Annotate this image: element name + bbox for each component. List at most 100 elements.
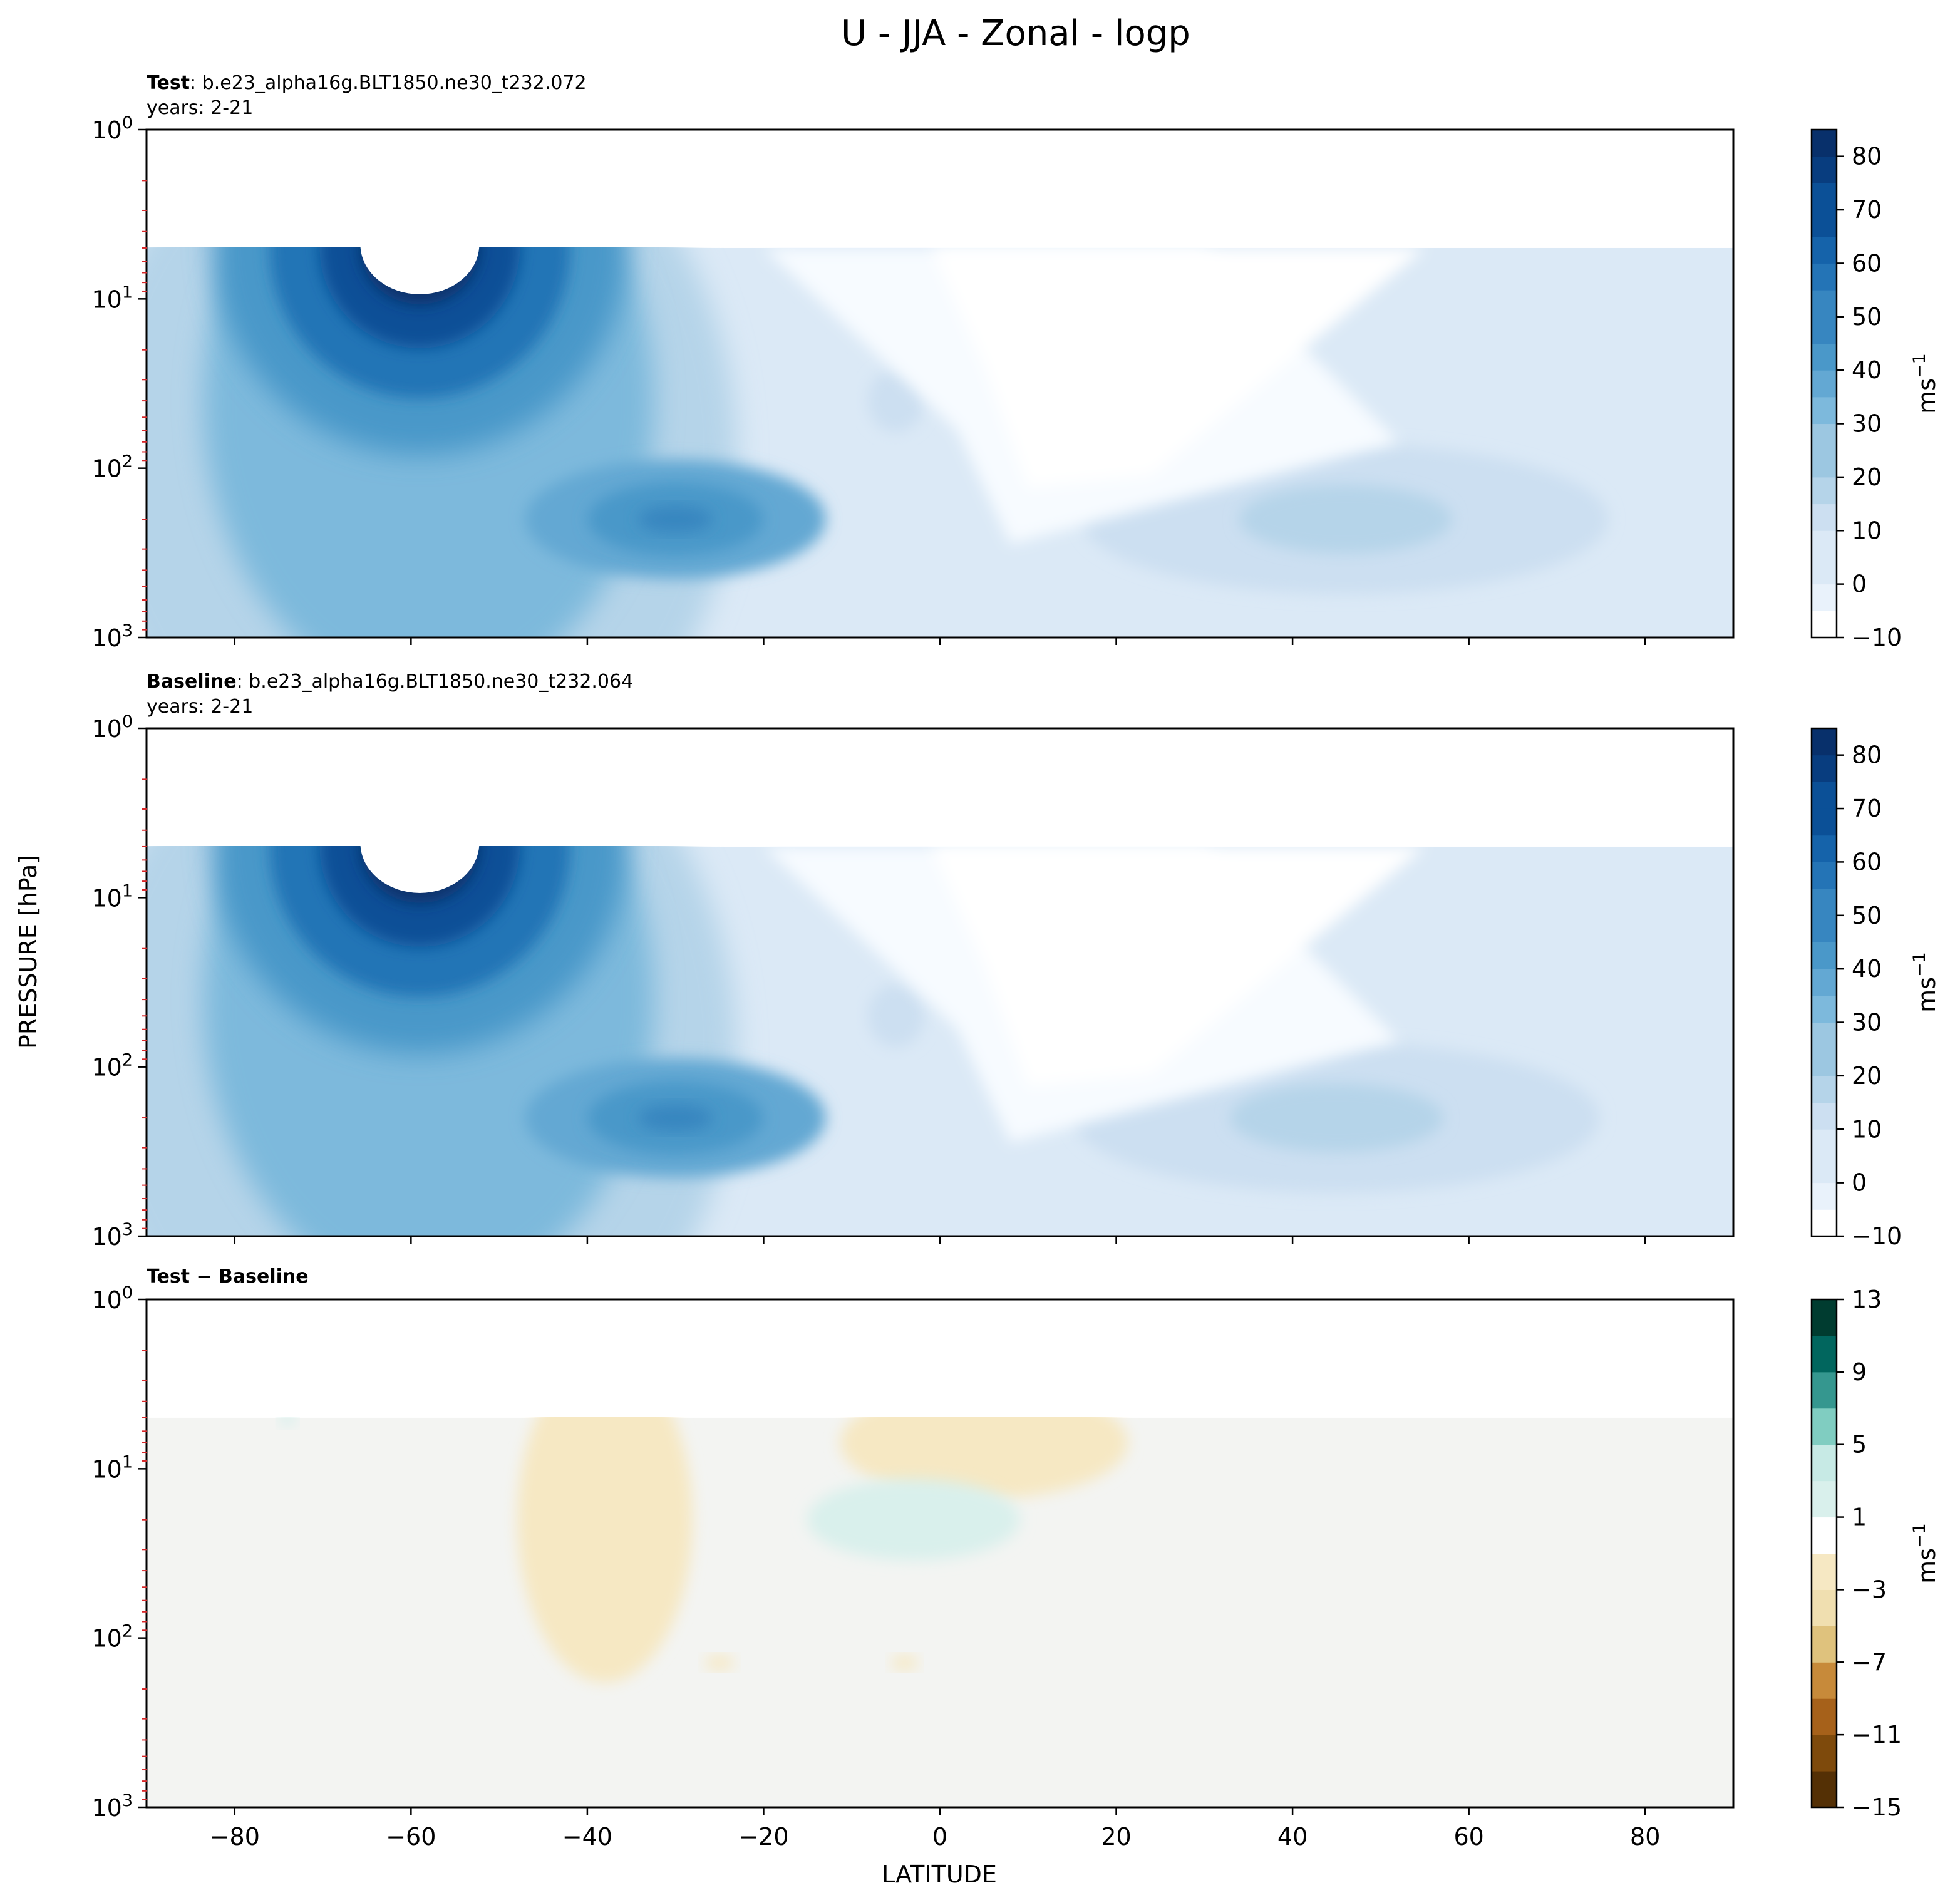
- colorbar-bin: [1812, 503, 1837, 531]
- northern-jet-core: [1230, 1083, 1443, 1153]
- positive-difference: [807, 1479, 1020, 1561]
- colorbar-bin: [1812, 1408, 1837, 1445]
- colorbar-bin: [1812, 1209, 1837, 1237]
- panel-header-text: : b.e23_alpha16g.BLT1850.ne30_t232.064: [237, 671, 634, 693]
- colorbar-frame: [1810, 128, 1838, 639]
- x-tick-label: −60: [386, 1823, 436, 1851]
- panel-header: Test: b.e23_alpha16g.BLT1850.ne30_t232.0…: [147, 72, 587, 94]
- colorbar-frame: [1810, 1298, 1838, 1809]
- colorbar-bin: [1812, 423, 1837, 451]
- colorbar-bin: [1812, 1022, 1837, 1050]
- colorbar-bin: [1812, 782, 1837, 809]
- panel-baseline: Baseline: b.e23_alpha16g.BLT1850.ne30_t2…: [91, 671, 1941, 1251]
- colorbar-bin: [1812, 1735, 1837, 1772]
- subtropical-jet-max: [637, 505, 713, 534]
- colorbar-tick-label: 80: [1852, 741, 1882, 769]
- colorbar-bin: [1812, 183, 1837, 210]
- secondary-maximum: [867, 984, 924, 1048]
- negative-difference: [890, 1655, 919, 1671]
- y-axis-ticks: 100 101 102 103: [91, 113, 147, 652]
- colorbar-tick-label: 5: [1852, 1431, 1867, 1459]
- panel-header-bold: Baseline: [147, 671, 237, 693]
- panel-years: years: 2-21: [147, 97, 253, 119]
- colorbar-bin: [1812, 584, 1837, 611]
- colorbar-bin: [1812, 396, 1837, 425]
- colorbar-tick-label: 10: [1852, 517, 1882, 544]
- colorbar-bin: [1812, 530, 1837, 558]
- colorbar-bin: [1812, 889, 1837, 916]
- panel-header: Test − Baseline: [147, 1266, 309, 1288]
- x-tick-label: 60: [1453, 1823, 1483, 1851]
- x-tick-label: 20: [1101, 1823, 1131, 1851]
- northern-jet-core: [1239, 485, 1452, 554]
- y-tick-label: 101: [91, 881, 133, 912]
- colorbar-unit: ms−1: [1910, 353, 1941, 414]
- colorbar-tick-label: 30: [1852, 410, 1882, 438]
- colorbar-tick-label: 60: [1852, 249, 1882, 277]
- y-tick-label: 101: [91, 1452, 133, 1483]
- colorbar-bin: [1812, 1155, 1837, 1184]
- colorbar-bin: [1812, 1299, 1837, 1336]
- colorbar-bin: [1812, 728, 1837, 756]
- jet-notch: [360, 846, 480, 893]
- colorbar-tick-label: 70: [1852, 196, 1882, 224]
- colorbar-bin: [1812, 969, 1837, 996]
- colorbar-bin: [1812, 915, 1837, 942]
- figure-title: U - JJA - Zonal - logp: [841, 13, 1190, 54]
- colorbar-bin: [1812, 1335, 1837, 1373]
- colorbar-tick-label: −3: [1852, 1576, 1887, 1603]
- colorbar-bin: [1812, 1444, 1837, 1482]
- colorbar-tick-label: −11: [1852, 1721, 1902, 1748]
- x-axis-label: LATITUDE: [882, 1861, 997, 1888]
- x-tick-label: 80: [1630, 1823, 1660, 1851]
- colorbar-tick-label: 50: [1852, 902, 1882, 929]
- contour-fill: [147, 1417, 1733, 1807]
- panel-header-bold: Test − Baseline: [147, 1266, 309, 1288]
- colorbar-unit: ms−1: [1910, 1523, 1941, 1584]
- colorbar-tick-label: 30: [1852, 1009, 1882, 1036]
- colorbar-bin: [1812, 1075, 1837, 1103]
- colorbar-tick-label: 20: [1852, 463, 1882, 491]
- panel-test: Test: b.e23_alpha16g.BLT1850.ne30_t232.0…: [91, 72, 1941, 652]
- colorbar-bin: [1812, 1771, 1837, 1808]
- colorbar-tick-label: −15: [1852, 1794, 1902, 1821]
- colorbar-bin: [1812, 1517, 1837, 1554]
- colorbar-bin: [1812, 942, 1837, 969]
- y-tick-label: 100: [91, 712, 133, 743]
- colorbar-bin: [1812, 477, 1837, 505]
- jet-notch: [360, 247, 480, 294]
- y-tick-label: 103: [91, 1791, 133, 1822]
- colorbar-bin: [1812, 370, 1837, 398]
- colorbar-bin: [1812, 1102, 1837, 1130]
- y-tick-label: 100: [91, 1283, 133, 1314]
- colorbar-bin: [1812, 1182, 1837, 1210]
- colorbar-tick-label: 80: [1852, 143, 1882, 170]
- panel-header-bold: Test: [147, 72, 190, 94]
- y-tick-label: 102: [91, 1622, 133, 1653]
- easterlies: [931, 846, 1425, 1087]
- x-tick-label: 0: [932, 1823, 947, 1851]
- colorbar-tick-label: 10: [1852, 1115, 1882, 1143]
- colorbar-bin: [1812, 557, 1837, 585]
- colorbar-bin: [1812, 1049, 1837, 1076]
- colorbar-bin: [1812, 450, 1837, 478]
- colorbar-bin: [1812, 1480, 1837, 1518]
- colorbar-bin: [1812, 343, 1837, 371]
- colorbar-bin: [1812, 808, 1837, 836]
- colorbar-bin: [1812, 1698, 1837, 1735]
- colorbar-bin: [1812, 316, 1837, 344]
- contour-field: [147, 1417, 1733, 1807]
- negative-difference: [517, 1417, 693, 1683]
- x-tick-label: −80: [210, 1823, 260, 1851]
- colorbar-tick-label: 0: [1852, 1169, 1867, 1197]
- colorbar-tick-label: 40: [1852, 955, 1882, 983]
- colorbar-tick-label: −10: [1852, 624, 1902, 651]
- colorbar-bin: [1812, 130, 1837, 157]
- colorbar-bin: [1812, 290, 1837, 318]
- negative-difference: [704, 1655, 735, 1671]
- contour-fill: [147, 247, 1733, 638]
- colorbar-tick-label: −10: [1852, 1222, 1902, 1250]
- y-tick-label: 100: [91, 113, 133, 144]
- colorbar-bin: [1812, 1626, 1837, 1663]
